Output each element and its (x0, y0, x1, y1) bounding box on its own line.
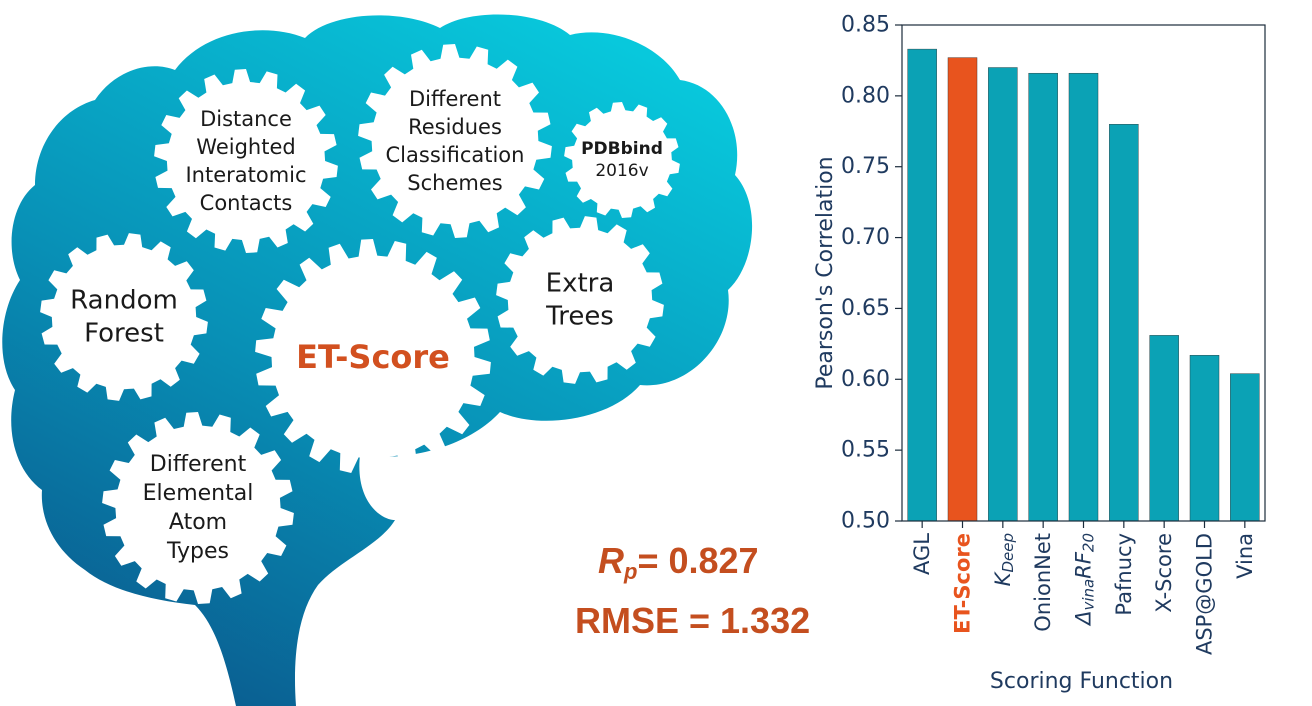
rp-symbol: R (598, 540, 624, 581)
y-tick-label: 0.65 (841, 296, 890, 321)
x-tick-label: ET-Score (951, 533, 975, 634)
gear-icon (40, 233, 208, 401)
bar-7 (1149, 335, 1179, 522)
bar-4 (1028, 72, 1058, 522)
bar-3 (988, 67, 1018, 522)
gear-label-line: Types (166, 539, 229, 564)
gear-label-line: Trees (545, 302, 614, 332)
gear-label-line: Elemental (143, 481, 254, 506)
y-tick-label: 0.80 (841, 83, 890, 108)
gear-label-line: Different (150, 452, 247, 477)
y-axis-label: Pearson's Correlation (813, 156, 838, 389)
gear-residues: Different Residues Classification Schemes (358, 44, 552, 238)
y-tick-label: 0.50 (841, 509, 890, 534)
x-tick-label: Pafnucy (1112, 533, 1136, 616)
x-tick-label: ASP@GOLD (1193, 533, 1217, 655)
gear-distance: Distance Weighted Interatomic Contacts (154, 69, 338, 253)
gear-label-line: Residues (408, 115, 502, 139)
gear-icon (255, 239, 491, 475)
y-tick-label: 0.85 (841, 13, 890, 38)
gear-label-line: Random (70, 286, 178, 316)
gear-label-line: ET-Score (296, 338, 450, 376)
bar-9 (1230, 373, 1260, 522)
x-tick-label: KDeep (991, 533, 1017, 586)
gear-icon (358, 44, 552, 238)
rp-subscript: p (624, 559, 638, 584)
x-tick-label: AGL (910, 533, 934, 575)
x-axis-label: Scoring Function (990, 669, 1173, 694)
y-tick-label: 0.55 (841, 438, 890, 463)
gear-label-line: Weighted (196, 135, 295, 159)
gear-label-line: Distance (200, 107, 292, 131)
bar-5 (1068, 72, 1099, 522)
gear-label-line: Different (409, 87, 501, 111)
gear-label-line: PDBbind (581, 139, 663, 159)
gear-et-score: ET-Score (255, 239, 491, 475)
gear-icon (564, 102, 680, 218)
bar-2 (947, 57, 978, 522)
x-tick-label: X-Score (1152, 533, 1176, 613)
rmse-metric: RMSE = 1.332 (575, 600, 811, 641)
y-tick-label: 0.75 (841, 154, 890, 179)
rp-value: = 0.827 (637, 540, 759, 581)
gear-label-line: Extra (546, 269, 615, 299)
gear-icon (496, 216, 664, 384)
x-tick-label: Vina (1233, 533, 1257, 579)
gear-label-line: 2016v (595, 161, 648, 181)
bar-8 (1189, 354, 1220, 522)
gear-label-line: Interatomic (185, 163, 306, 187)
gear-label-line: Schemes (407, 171, 502, 195)
bar-1 (907, 48, 937, 522)
gear-label-line: Atom (169, 510, 227, 535)
gear-icon (154, 69, 338, 253)
brain-illustration: Distance Weighted Interatomic Contacts Diffe… (2, 14, 753, 706)
gear-label-line: Classification (386, 143, 525, 167)
gear-label-line: Contacts (200, 191, 293, 215)
gear-icon (102, 412, 294, 604)
pearson-metric: Rp= 0.827 (598, 540, 759, 585)
y-tick-label: 0.70 (841, 225, 890, 250)
x-tick-label: OnionNet (1031, 533, 1055, 632)
gear-elemental: Different Elemental Atom Types (102, 412, 294, 604)
gear-label-line: Forest (84, 319, 164, 349)
x-tick-label: ΔvinaRF20 (1072, 533, 1098, 627)
y-tick-label: 0.60 (841, 367, 890, 392)
bar-6 (1109, 123, 1139, 522)
